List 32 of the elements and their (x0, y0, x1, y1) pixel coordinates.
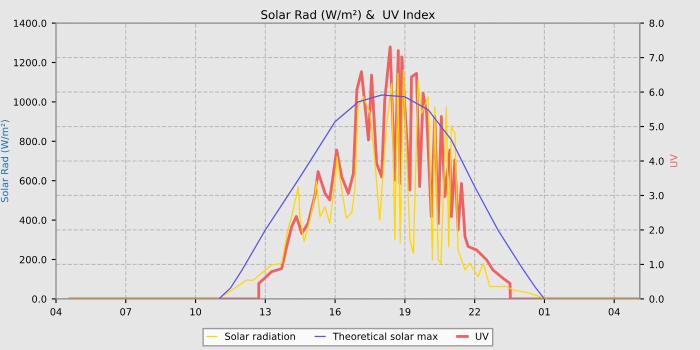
x-tick-label: 04 (608, 308, 620, 316)
y2-tick-label: 6.0 (650, 88, 664, 96)
y-tick-label: 1200.0 (14, 58, 46, 66)
legend-label: UV (476, 332, 489, 340)
y-tick-label: 400.0 (20, 216, 46, 224)
y-tick-label: 800.0 (20, 138, 46, 146)
legend-label: Theoretical solar max (332, 332, 438, 340)
x-tick-label: 04 (50, 308, 62, 316)
x-tick-label: 10 (190, 308, 202, 316)
y2-tick-label: 4.0 (649, 157, 664, 165)
y2-tick-label: 2.0 (650, 226, 664, 234)
y2-tick-label: 1.0 (650, 260, 664, 268)
y2-tick-label: 8.0 (649, 20, 664, 27)
x-tick-label: 16 (330, 308, 341, 316)
y2-tick-label: 3.0 (650, 192, 664, 200)
y-tick-label: 1400.0 (14, 20, 46, 27)
y2-tick-label: 0.0 (649, 295, 664, 303)
x-tick-label: 19 (400, 308, 410, 316)
x-tick-label: 07 (120, 308, 132, 316)
y-axis-title: Solar Rad (W/m²) (0, 120, 10, 202)
y-tick-label: 200.0 (20, 256, 46, 264)
y-tick-label: 1000.0 (14, 98, 46, 106)
x-tick-label: 13 (260, 308, 271, 316)
x-tick-label: 01 (538, 308, 550, 316)
y2-axis-title: UV (670, 154, 678, 168)
x-tick-label: 22 (469, 308, 480, 316)
y2-tick-label: 5.0 (650, 123, 664, 130)
y-tick-label: 0.0 (32, 295, 46, 303)
y2-tick-label: 7.0 (650, 54, 664, 62)
chart-title: Solar Rad (W/m²) & UV Index (261, 10, 435, 20)
y-tick-label: 600.0 (20, 177, 46, 185)
legend-label: Solar radiation (225, 332, 295, 340)
